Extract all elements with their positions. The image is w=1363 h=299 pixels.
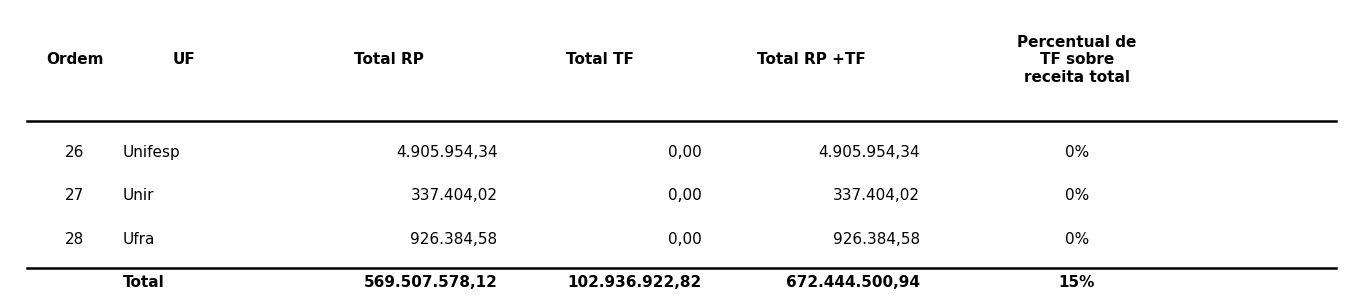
Text: 26: 26 — [65, 145, 85, 160]
Text: 15%: 15% — [1059, 275, 1094, 290]
Text: 4.905.954,34: 4.905.954,34 — [395, 145, 497, 160]
Text: 926.384,58: 926.384,58 — [410, 232, 497, 247]
Text: 0%: 0% — [1065, 232, 1089, 247]
Text: Total: Total — [123, 275, 165, 290]
Text: Percentual de
TF sobre
receita total: Percentual de TF sobre receita total — [1017, 35, 1137, 85]
Text: 0,00: 0,00 — [668, 232, 702, 247]
Text: 27: 27 — [65, 188, 85, 203]
Text: Ufra: Ufra — [123, 232, 155, 247]
Text: Total RP: Total RP — [353, 52, 424, 67]
Text: 0%: 0% — [1065, 188, 1089, 203]
Text: Total TF: Total TF — [566, 52, 634, 67]
Text: 569.507.578,12: 569.507.578,12 — [364, 275, 497, 290]
Text: 926.384,58: 926.384,58 — [833, 232, 920, 247]
Text: UF: UF — [173, 52, 195, 67]
Text: 0,00: 0,00 — [668, 188, 702, 203]
Text: 28: 28 — [65, 232, 85, 247]
Text: Ordem: Ordem — [46, 52, 104, 67]
Text: 672.444.500,94: 672.444.500,94 — [786, 275, 920, 290]
Text: 337.404,02: 337.404,02 — [833, 188, 920, 203]
Text: 102.936.922,82: 102.936.922,82 — [568, 275, 702, 290]
Text: 4.905.954,34: 4.905.954,34 — [818, 145, 920, 160]
Text: Unir: Unir — [123, 188, 154, 203]
Text: Total RP +TF: Total RP +TF — [756, 52, 866, 67]
Text: Unifesp: Unifesp — [123, 145, 180, 160]
Text: 0,00: 0,00 — [668, 145, 702, 160]
Text: 0%: 0% — [1065, 145, 1089, 160]
Text: 337.404,02: 337.404,02 — [410, 188, 497, 203]
